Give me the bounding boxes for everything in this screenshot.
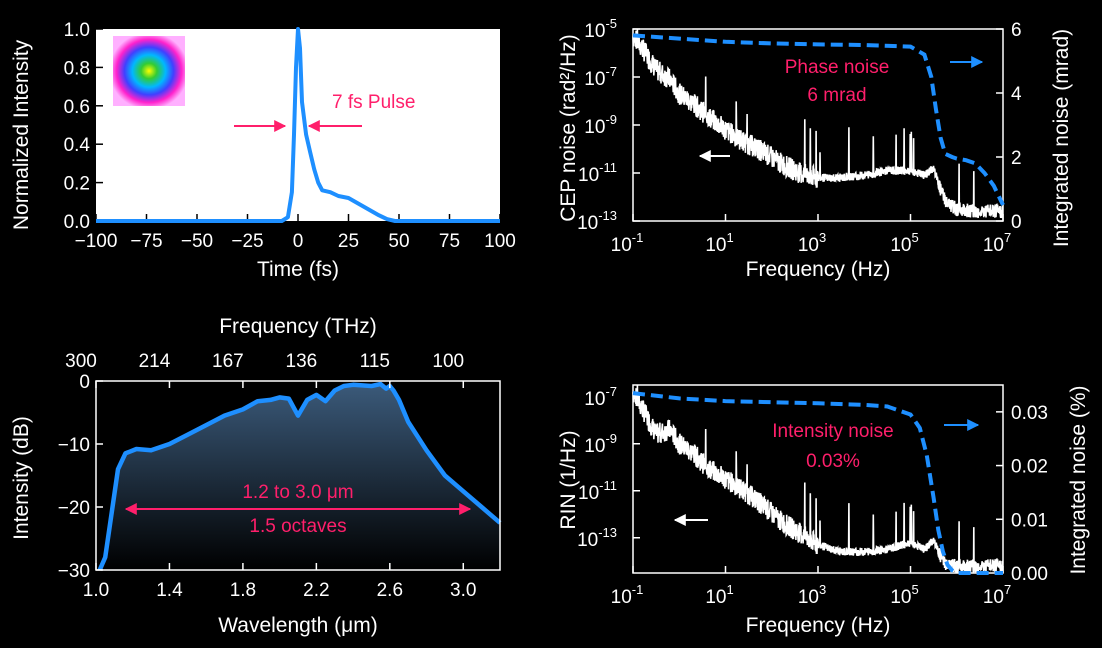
cep-y2-tick-label: 4 [1011,84,1022,105]
cep-x-tick-label: 10-1 [611,230,644,256]
rin-y-tick-label: 10-9 [584,431,617,457]
spectrum-y-tick-label: −30 [58,561,90,582]
rin-chart: 10-1 101 103 105 107 10-7 10-9 10-11 10-13 0.00 0.… [557,384,1090,637]
pulse-x-tick-label: −75 [130,231,162,252]
spectrum-chart: 1.0 1.4 1.8 2.2 2.6 3.0 300 214 167 136 115 100 0 −10… [10,315,502,637]
spectrum-y-tick-label: 0 [79,372,90,393]
cep-integrated-series-line [632,33,1005,206]
cep-x-tick-label: 105 [890,230,918,256]
rin-y2-axis-label: Integrated noise (%) [1067,385,1090,574]
cep-y-tick-label: 10-9 [584,112,617,138]
cep-y-axis-label: CEP noise (rad²/Hz) [557,34,580,222]
pulse-x-tick-label: 0 [293,231,304,252]
cep-y2-axis-label: Integrated noise (mrad) [1050,29,1073,247]
rin-y2-tick-label: 0.01 [1011,510,1048,531]
rin-y-axis-label: RIN (1/Hz) [557,430,580,529]
spectrum-series-line [97,381,502,571]
rin-x-tick-label: 10-1 [611,582,644,608]
pulse-x-tick-label: −25 [231,231,263,252]
spectrum-y-tick-label: −20 [58,498,90,519]
rin-x-tick-label: 103 [798,582,826,608]
rin-annotation-line2: 0.03% [806,451,860,472]
pulse-y-tick-label: 0.8 [64,58,90,79]
spectrum-top-tick-label: 100 [432,351,464,372]
cep-x-tick-label: 103 [798,230,826,256]
cep-y-tick-label: 10-13 [577,208,617,234]
spectrum-top-tick-label: 214 [139,351,171,372]
pulse-x-axis-label: Time (fs) [257,258,339,281]
rin-y2-tick-label: 0.03 [1011,403,1048,424]
pulse-annotation: 7 fs Pulse [332,92,415,113]
cep-noise-chart: 10-1 101 103 105 107 10-5 10-7 10-9 10-11 10-13 0 2… [557,16,1073,281]
spectrum-x-tick-label: 1.4 [156,580,183,601]
pulse-x-tick-label: 75 [439,231,460,252]
rin-x-tick-label: 101 [705,582,733,608]
pulse-y-axis-label: Normalized Intensity [10,39,33,230]
rin-y2-tick-label: 0.00 [1011,564,1048,585]
rin-x-tick-label: 107 [983,582,1011,608]
spectrum-x-tick-label: 3.0 [450,580,476,601]
spectrum-annotation-line2: 1.5 octaves [249,516,346,537]
cep-x-tick-label: 107 [983,230,1011,256]
pulse-x-tick-label: −100 [75,231,118,252]
rin-annotation-line1: Intensity noise [772,421,893,442]
cep-y2-tick-label: 2 [1011,148,1022,169]
cep-psd-series-line [632,28,1004,219]
spectrum-x-tick-label: 2.2 [303,580,329,601]
cep-x-axis-label: Frequency (Hz) [746,258,891,281]
pulse-chart: −100 −75 −50 −25 0 25 50 75 100 0.0 0.2 0.4 0.6 0.8 1.… [10,20,516,281]
rin-x-axis-label: Frequency (Hz) [746,614,891,637]
pulse-y-tick-label: 0.4 [64,135,91,156]
spectrum-x-tick-label: 1.0 [83,580,109,601]
spectrum-x-axis-label: Wavelength (μm) [218,614,378,637]
cep-annotation-line1: Phase noise [785,57,890,78]
pulse-y-tick-label: 0.0 [64,212,90,233]
rin-x-tick-label: 105 [890,582,918,608]
rin-y-tick-label: 10-7 [584,384,617,410]
cep-y-tick-label: 10-7 [584,64,617,90]
pulse-x-tick-label: −50 [181,231,213,252]
rin-y2-tick-label: 0.02 [1011,457,1048,478]
pulse-series-line [96,27,500,223]
spectrum-top-tick-label: 115 [360,351,390,372]
pulse-x-tick-label: 100 [484,231,516,252]
spectrum-x-tick-label: 1.8 [230,580,256,601]
cep-y-tick-label: 10-11 [578,160,617,186]
pulse-x-tick-label: 50 [388,231,409,252]
spectrum-y-axis-label: Intensity (dB) [10,416,33,540]
cep-y-tick-label: 10-5 [584,16,617,42]
cep-annotation-line2: 6 mrad [807,85,866,106]
pulse-y-tick-label: 0.6 [64,97,90,118]
pulse-y-tick-label: 0.2 [64,174,90,195]
rin-y-tick-label: 10-11 [578,478,617,504]
cep-x-tick-label: 101 [705,230,733,256]
spectrum-x-tick-label: 2.6 [377,580,403,601]
pulse-y-tick-label: 1.0 [64,20,90,41]
cep-y2-tick-label: 6 [1011,20,1022,41]
rin-integrated-series-line [632,391,1003,575]
beam-profile-inset [113,36,185,106]
rin-psd-series-line [632,384,1004,573]
pulse-x-tick-label: 25 [338,231,359,252]
spectrum-plot-frame [95,380,501,571]
spectrum-top-tick-label: 167 [212,351,244,372]
rin-y-tick-label: 10-13 [577,525,617,551]
spectrum-annotation-line1: 1.2 to 3.0 μm [242,482,353,503]
spectrum-top-axis-label: Frequency (THz) [219,315,377,338]
spectrum-top-tick-label: 136 [286,351,318,372]
cep-y2-tick-label: 0 [1011,212,1022,233]
spectrum-y-tick-label: −10 [58,435,90,456]
spectrum-top-tick-label: 300 [65,351,97,372]
